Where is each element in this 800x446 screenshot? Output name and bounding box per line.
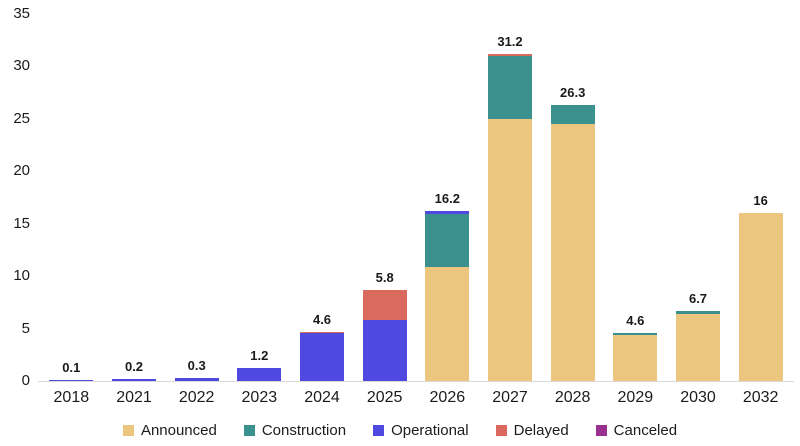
bar-2024 [300,331,344,381]
x-axis-tick-label: 2018 [53,389,90,406]
bar-segment-delayed-2027 [488,53,532,56]
bar-value-label: 6.7 [688,290,708,306]
y-axis-tick-label: 5 [21,319,30,337]
legend-label: Operational [391,422,469,439]
bar-2027 [488,53,532,381]
bar-value-label: 4.6 [312,311,332,327]
bar-segment-operational-2018 [49,379,94,381]
bar-value-label: 4.6 [626,312,645,328]
bar-segment-construction-2028 [550,105,595,125]
bar-2022 [174,377,219,381]
x-axis-tick-label: 2030 [680,389,716,406]
bar-2025 [362,289,407,381]
bar-2032 [738,213,783,381]
x-axis-tick-label: 2022 [178,389,215,406]
chart-legend: Announced Construction Operational Delayed C… [0,422,800,439]
legend-label: Construction [261,422,347,439]
legend-swatch-icon [373,425,385,436]
bar-segment-operational-2023 [237,368,282,381]
bar-value-label: 0.3 [187,357,206,373]
bar-2021 [112,378,156,381]
legend-item-operational: Operational [373,422,469,439]
bar-value-label: 31.2 [497,33,523,49]
x-axis-tick-label: 2028 [554,389,591,406]
legend-swatch-icon [243,425,255,436]
legend-swatch-icon [122,425,134,436]
bar-value-label: 0.1 [62,359,81,375]
legend-label: Delayed [513,422,569,439]
bar-2028 [550,105,595,381]
y-axis-tick-label: 10 [13,267,30,285]
bar-segment-announced-2027 [488,118,532,381]
bar-segment-operational-2022 [174,377,219,381]
bar-2026 [425,211,470,381]
bar-segment-announced-2030 [676,313,720,381]
bar-segment-construction-2030 [676,310,720,314]
bar-2030 [676,310,720,381]
bar-segment-operational-2025 [362,320,407,381]
y-axis-tick-label: 20 [13,162,30,180]
x-axis-baseline [38,381,794,382]
bar-value-label: 0.2 [124,358,144,374]
legend-item-delayed: Delayed [495,422,569,439]
bar-segment-construction-2029 [613,332,658,335]
bar-segment-construction-2026 [425,214,470,267]
bar-segment-operational-2021 [112,378,156,381]
legend-swatch-icon [595,425,607,436]
bar-segment-operational-2026 [425,211,470,215]
x-axis-tick-label: 2025 [366,389,403,406]
legend-item-construction: Construction [243,422,347,439]
x-axis-tick-label: 2027 [492,389,528,406]
y-axis-tick-label: 0 [21,372,30,389]
bar-segment-construction-2027 [488,55,532,119]
legend-label: Canceled [613,422,678,439]
x-axis-tick-label: 2026 [429,389,466,406]
y-axis-tick-label: 30 [13,57,30,75]
x-axis-tick-label: 2024 [304,389,340,406]
bar-value-label: 26.3 [560,85,586,101]
legend-item-announced: Announced [122,422,217,439]
bar-segment-operational-2024 [300,332,344,381]
bar-segment-delayed-2024 [300,331,344,333]
legend-label: Announced [140,422,217,439]
bar-segment-announced-2029 [613,334,658,381]
plot-area: 0.1 0.2 0.3 1.2 4.6 5.8 16.2 31.2 26.3 4.6 6.7 16 [40,0,792,381]
x-axis-tick-label: 2021 [116,389,152,406]
bar-segment-announced-2028 [550,124,595,381]
y-axis-tick-label: 15 [13,214,30,232]
bar-2029 [613,332,658,381]
x-axis-tick-label: 2032 [742,389,779,406]
bar-2018 [49,379,94,381]
bar-segment-delayed-2025 [362,289,407,321]
bar-value-label: 16.2 [434,191,460,207]
legend-swatch-icon [495,425,507,436]
bar-value-label: 1.2 [250,348,269,364]
x-axis-tick-label: 2029 [617,389,654,406]
bar-value-label: 16 [753,193,768,209]
y-axis-tick-label: 35 [13,5,30,22]
bar-segment-announced-2032 [738,213,783,381]
bar-segment-announced-2026 [425,266,470,381]
bar-2023 [237,368,282,381]
y-axis-tick-label: 25 [13,109,30,127]
legend-item-canceled: Canceled [595,422,678,439]
bar-value-label: 5.8 [375,269,394,285]
x-axis-tick-label: 2023 [241,389,278,406]
